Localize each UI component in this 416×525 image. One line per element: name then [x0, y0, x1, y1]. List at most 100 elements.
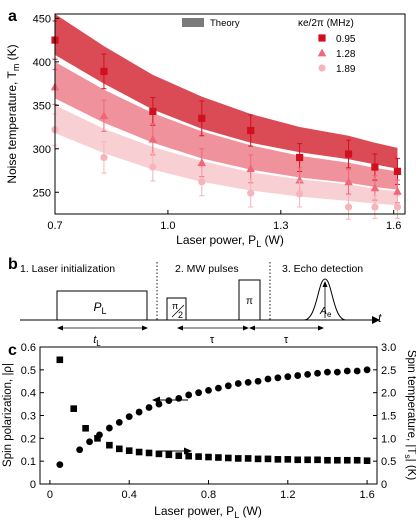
c-temperature-point [314, 456, 321, 464]
c-y-tick-label-left: 0.2 [21, 433, 36, 445]
a-data-point-square [296, 153, 304, 162]
c-polarization-point [234, 380, 242, 387]
c-y-tick-label-right: 1.0 [381, 433, 396, 445]
c-polarization-point [195, 389, 202, 397]
c-y-tick-label-left: 0.5 [21, 365, 36, 377]
b-echo-signal [303, 278, 347, 321]
a-y-tick-label: 300 [33, 144, 51, 156]
a-x-tick-label: 1.3 [273, 220, 288, 232]
c-polarization-point [145, 404, 153, 411]
panel-b: b 1. Laser initialization 2. MW pulses 3… [8, 256, 382, 348]
a-data-point-square [371, 163, 379, 171]
a-plot-frame [54, 13, 406, 215]
a-data-point-square [393, 167, 402, 175]
a-data-point-triangle [99, 111, 109, 120]
a-data-point-circle [296, 190, 304, 198]
c-polarization-point [363, 366, 371, 374]
a-y-ticks: 250 300 350 400 450 [33, 13, 59, 199]
a-legend-label: 1.89 [336, 64, 356, 75]
b-step-1-label: 1. Laser initialization [20, 263, 115, 275]
a-data-points [50, 20, 402, 220]
a-y-tick-label: 350 [33, 100, 51, 112]
c-polarization-point [105, 424, 113, 432]
c-y-tick-label-left: 0.1 [21, 456, 36, 468]
c-x-tick-label: 1.6 [359, 489, 374, 501]
c-polarization-point [343, 367, 351, 375]
c-temperature-point [343, 456, 351, 464]
c-right-axis-arrowhead [184, 447, 192, 455]
c-polarization-point [294, 372, 302, 379]
a-data-point-square [198, 114, 206, 122]
a-x-tick-label: 1.6 [386, 220, 401, 232]
b-pi-half-fraction-bar [171, 304, 185, 318]
b-step-2-label: 2. MW pulses [175, 263, 239, 275]
c-temperature-point [195, 453, 202, 460]
c-left-axis-arrowhead [152, 396, 160, 404]
c-polarization-point [324, 368, 331, 376]
a-legend: Theory κe/2π (MHz) 0.95 1.28 1.89 [182, 18, 356, 75]
a-data-point-square [247, 126, 255, 135]
c-polarization-point [333, 368, 341, 376]
a-x-tick-label: 0.7 [47, 220, 62, 232]
c-temperature-point [185, 452, 192, 460]
a-data-point-circle [149, 163, 157, 171]
panel-c: c 0 0.4 0.8 1.2 1.6 0 0.1 0.2 0.3 0.4 0.5 0.6 0 0.5… [2, 342, 416, 520]
c-y-tick-label-right: 1.5 [381, 411, 396, 423]
a-y-tick-label: 450 [33, 13, 51, 25]
c-temperature-point [70, 405, 77, 412]
c-polarization-point [264, 375, 272, 383]
c-temperature-point [165, 451, 173, 459]
c-y-tick-label-right: 0 [381, 479, 387, 491]
b-pi-pulse [238, 279, 261, 321]
c-x-ticks: 0 0.4 0.8 1.2 1.6 [47, 480, 375, 501]
c-y-tick-label-right: 0.5 [381, 456, 396, 468]
c-polarization-point [314, 369, 321, 377]
a-legend-label: 1.28 [336, 49, 356, 60]
a-legend-marker-circle [318, 64, 326, 72]
c-temperature-point [254, 455, 262, 463]
b-laser-pulse-label: PL [93, 300, 106, 316]
c-temperature-point [94, 435, 101, 442]
b-pi-half-pulse [166, 297, 187, 321]
c-polarization-point [76, 446, 84, 454]
c-temperature-point [294, 456, 302, 464]
b-pi-half-denominator: 2 [178, 310, 183, 320]
b-pi-half-numerator: π [172, 301, 178, 311]
a-legend-theory-label: Theory [210, 18, 240, 29]
c-x-tick-label: 0.8 [201, 489, 216, 501]
c-polarization-point [205, 386, 212, 394]
a-data-point-circle [100, 153, 108, 162]
a-x-ticks: 0.7 1.0 1.3 1.6 [47, 210, 401, 232]
c-temperature-point [234, 455, 242, 462]
c-polarization-point [115, 418, 123, 426]
a-theory-bands [55, 14, 398, 206]
c-y-tick-label-left: 0.4 [21, 388, 36, 400]
c-y-tick-label-left: 0.3 [21, 411, 36, 423]
a-x-axis-label: Laser power, PL (W) [176, 233, 284, 249]
c-polarization-point [125, 413, 133, 421]
b-tau-2-arrowhead-right [318, 325, 324, 331]
b-time-axis-arrowhead [372, 316, 380, 324]
c-y-tick-label-left: 0 [30, 479, 36, 491]
b-step-3-label: 3. Echo detection [282, 263, 363, 275]
c-polarization-point [244, 378, 252, 386]
c-temperature-point [324, 456, 331, 464]
c-polarization-point [56, 461, 64, 468]
a-data-point-triangle [370, 183, 380, 192]
c-x-tick-label: 0.4 [122, 489, 137, 501]
a-data-point-triangle [295, 175, 304, 184]
c-x-tick-label: 1.2 [280, 489, 295, 501]
c-temperature-point [155, 450, 163, 458]
c-y-axis-label-right: Spin temperature, |Ts| (K) [403, 350, 416, 481]
b-echo-arrowhead-top [322, 281, 328, 287]
c-polarization-point [215, 384, 222, 392]
b-echo-label: Ae [319, 305, 332, 319]
a-legend-theory-swatch [182, 18, 204, 27]
a-data-point-triangle [246, 164, 255, 173]
c-temperature-point [225, 454, 232, 462]
a-theory-band-1-28 [55, 61, 398, 190]
a-legend-label: 0.95 [336, 34, 356, 45]
c-temperature-point [304, 456, 311, 464]
c-polarization-point [304, 371, 312, 378]
